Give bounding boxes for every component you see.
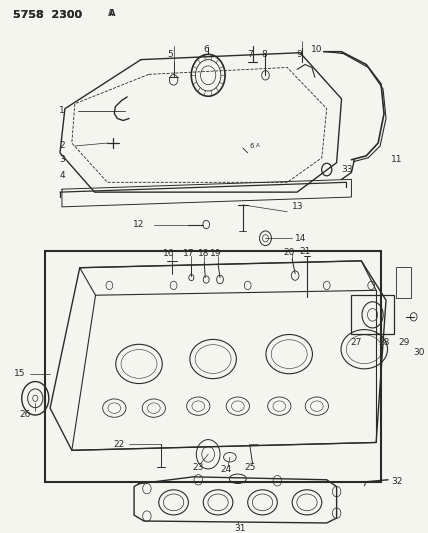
Text: 26: 26	[20, 410, 31, 419]
Text: 6: 6	[250, 143, 254, 149]
Text: 19: 19	[210, 249, 222, 259]
Text: 3: 3	[59, 155, 65, 164]
Bar	[396, 266, 411, 298]
Text: 13: 13	[292, 203, 303, 212]
Text: 17: 17	[183, 249, 194, 259]
Text: 12: 12	[133, 220, 144, 229]
Text: A: A	[256, 143, 259, 149]
Text: A: A	[109, 9, 115, 18]
Text: 8: 8	[262, 50, 268, 59]
Text: 24: 24	[220, 465, 232, 474]
Text: 7: 7	[247, 50, 253, 59]
Text: 15: 15	[14, 369, 25, 378]
Text: 10: 10	[311, 45, 323, 54]
Text: 16: 16	[163, 249, 174, 259]
Text: 29: 29	[398, 338, 410, 347]
Text: 30: 30	[414, 348, 425, 357]
Text: 33: 33	[342, 165, 353, 174]
Text: 4: 4	[59, 171, 65, 180]
Text: 5758  2300: 5758 2300	[13, 10, 83, 20]
Text: 25: 25	[244, 463, 256, 472]
Text: 5: 5	[168, 50, 173, 59]
Text: 23: 23	[193, 463, 204, 472]
Text: 32: 32	[391, 477, 402, 486]
Text: 2: 2	[59, 141, 65, 150]
Text: 18: 18	[197, 249, 209, 259]
Bar	[45, 251, 381, 482]
Text: 1: 1	[59, 106, 65, 115]
Text: 14: 14	[295, 234, 306, 243]
Text: 6: 6	[203, 45, 209, 54]
Text: 28: 28	[378, 338, 390, 347]
Text: 20: 20	[283, 248, 295, 257]
Text: 5758  2300: 5758 2300	[13, 10, 83, 20]
Bar	[351, 295, 394, 334]
Text: 9: 9	[296, 50, 302, 59]
Text: A: A	[108, 9, 113, 18]
Text: 22: 22	[113, 440, 124, 449]
Text: 27: 27	[351, 338, 362, 347]
Text: 31: 31	[234, 524, 246, 533]
Text: 21: 21	[299, 247, 311, 255]
Text: 11: 11	[391, 155, 402, 164]
